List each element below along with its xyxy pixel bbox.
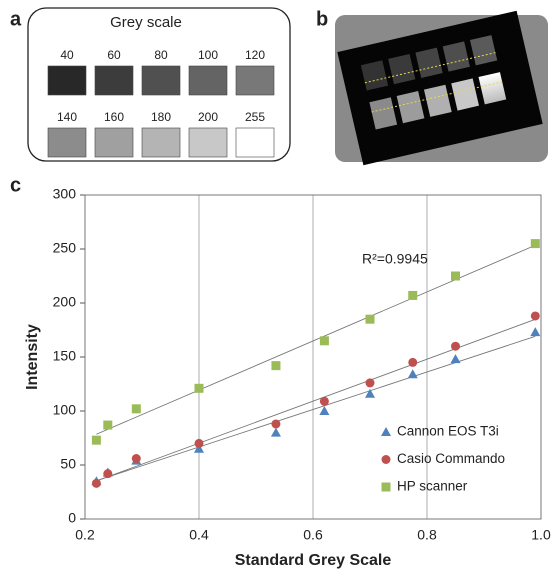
legend-label: Casio Commando	[397, 451, 505, 466]
panel-label: a	[10, 8, 22, 30]
legend-marker	[381, 482, 391, 492]
point	[194, 383, 204, 393]
y-tick-label: 50	[60, 456, 76, 472]
grey-level-label: 40	[60, 48, 74, 62]
point	[103, 469, 113, 479]
point	[408, 357, 418, 367]
x-tick-label: 0.8	[417, 527, 437, 543]
point	[131, 454, 141, 464]
grey-level-label: 120	[245, 48, 265, 62]
photo-content	[337, 10, 543, 166]
point	[194, 443, 204, 453]
annotation: R²=0.9945	[362, 251, 428, 267]
plot-frame	[84, 194, 542, 520]
x-tick-label: 0.6	[303, 527, 323, 543]
point	[365, 388, 375, 398]
y-tick-label: 0	[68, 510, 76, 526]
point	[408, 290, 418, 300]
trendline	[96, 244, 536, 435]
point	[407, 369, 418, 379]
point	[131, 404, 141, 414]
point	[91, 435, 101, 445]
grey-level-label: 100	[198, 48, 218, 62]
point	[365, 314, 375, 324]
grey-level-label: 160	[104, 110, 124, 124]
grey-swatch	[141, 127, 181, 158]
grey-swatch	[235, 127, 275, 158]
point	[319, 396, 329, 406]
point	[319, 336, 329, 346]
y-tick-label: 100	[53, 402, 77, 418]
point	[271, 361, 281, 371]
point	[270, 427, 281, 437]
grey-level-label: 180	[151, 110, 171, 124]
trendline	[96, 318, 536, 482]
point	[450, 354, 461, 364]
y-tick-label: 250	[53, 240, 77, 256]
point	[271, 419, 281, 429]
point	[530, 311, 540, 321]
y-tick-label: 200	[53, 294, 77, 310]
x-tick-label: 0.4	[189, 527, 209, 543]
point	[451, 271, 460, 281]
panel-label: b	[316, 8, 328, 30]
grey-scale-title: Grey scale	[110, 14, 182, 31]
grey-swatch	[188, 65, 228, 96]
grey-swatch	[188, 127, 228, 158]
grey-level-label: 200	[198, 110, 218, 124]
legend-label: HP scanner	[397, 479, 468, 494]
x-tick-label: 0.2	[75, 527, 95, 543]
y-tick-label: 150	[53, 348, 77, 364]
point	[451, 341, 460, 351]
point	[530, 239, 540, 249]
point	[194, 438, 204, 448]
legend-marker	[381, 427, 391, 436]
y-tick-label: 300	[53, 186, 77, 202]
point	[91, 478, 101, 488]
grey-level-label: 60	[107, 48, 121, 62]
grey-scale-box	[27, 7, 291, 162]
grey-level-label: 80	[154, 48, 168, 62]
grey-swatch	[141, 65, 181, 96]
grey-swatch	[94, 127, 134, 158]
y-axis-label: Intensity	[24, 324, 41, 390]
grey-swatch	[47, 127, 87, 158]
x-axis-label: Standard Grey Scale	[235, 552, 392, 569]
point	[319, 406, 330, 415]
grey-level-label: 140	[57, 110, 77, 124]
grey-swatch	[94, 65, 134, 96]
grey-level-label: 255	[245, 110, 265, 124]
x-tick-label: 1.0	[531, 527, 551, 543]
trendline	[96, 335, 536, 482]
point	[530, 327, 541, 337]
panel-label: c	[10, 174, 21, 196]
legend-label: Cannon EOS T3i	[397, 424, 499, 439]
point	[103, 420, 113, 430]
grey-swatch	[235, 65, 275, 96]
grey-swatch	[47, 65, 87, 96]
point	[365, 378, 375, 388]
legend-marker	[381, 455, 391, 464]
